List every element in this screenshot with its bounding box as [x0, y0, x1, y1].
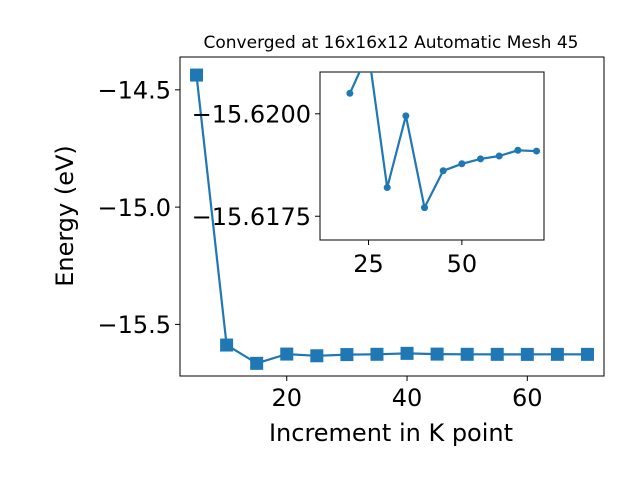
inset-series-markers — [346, 89, 541, 212]
main-x-axis-label: Increment in K point — [269, 419, 513, 447]
main-series-markers — [190, 68, 594, 370]
main-data-point — [280, 347, 294, 361]
main-data-point — [490, 347, 504, 361]
main-x-tick-label: 20 — [271, 384, 302, 412]
inset-data-point — [383, 184, 391, 192]
main-chart-title: Converged at 16x16x12 Automatic Mesh 45 — [204, 33, 579, 53]
inset-x-tick-label: 25 — [353, 250, 384, 278]
main-ticks: 20 40 60 −14.5 −15.0 −15.5 — [97, 76, 542, 412]
main-y-axis-label: Energy (eV) — [51, 145, 79, 287]
main-y-tick-label: −15.0 — [97, 194, 171, 222]
inset-data-point — [477, 155, 485, 163]
inset-axes: 25 50 −15.6200 −15.6175 — [192, 71, 545, 278]
inset-plot-frame — [319, 71, 545, 241]
main-x-tick-label: 60 — [512, 384, 543, 412]
main-data-point — [340, 348, 354, 362]
inset-ticks: 25 50 −15.6200 −15.6175 — [192, 100, 477, 278]
main-y-tick-label: −15.5 — [97, 311, 171, 339]
inset-data-point — [346, 89, 354, 97]
main-x-tick-label: 40 — [392, 384, 423, 412]
inset-data-point — [458, 160, 466, 168]
main-data-point — [250, 356, 264, 370]
main-data-point — [310, 349, 324, 363]
inset-data-point — [439, 167, 447, 175]
inset-y-tick-label: −15.6200 — [192, 100, 311, 128]
main-data-point — [400, 346, 414, 360]
inset-y-tick-label: −15.6175 — [192, 203, 311, 231]
inset-data-point — [421, 204, 429, 212]
main-data-point — [520, 347, 534, 361]
main-data-point — [430, 347, 444, 361]
inset-data-point — [402, 112, 410, 120]
main-data-point — [190, 68, 204, 82]
inset-x-tick-label: 50 — [447, 250, 478, 278]
main-data-point — [580, 347, 594, 361]
main-data-point — [460, 347, 474, 361]
main-data-point — [220, 338, 234, 352]
inset-data-point — [514, 146, 522, 154]
inset-data-point — [495, 152, 503, 160]
inset-data-point — [533, 147, 541, 155]
main-y-tick-label: −14.5 — [97, 76, 171, 104]
main-data-point — [550, 347, 564, 361]
main-data-point — [370, 347, 384, 361]
